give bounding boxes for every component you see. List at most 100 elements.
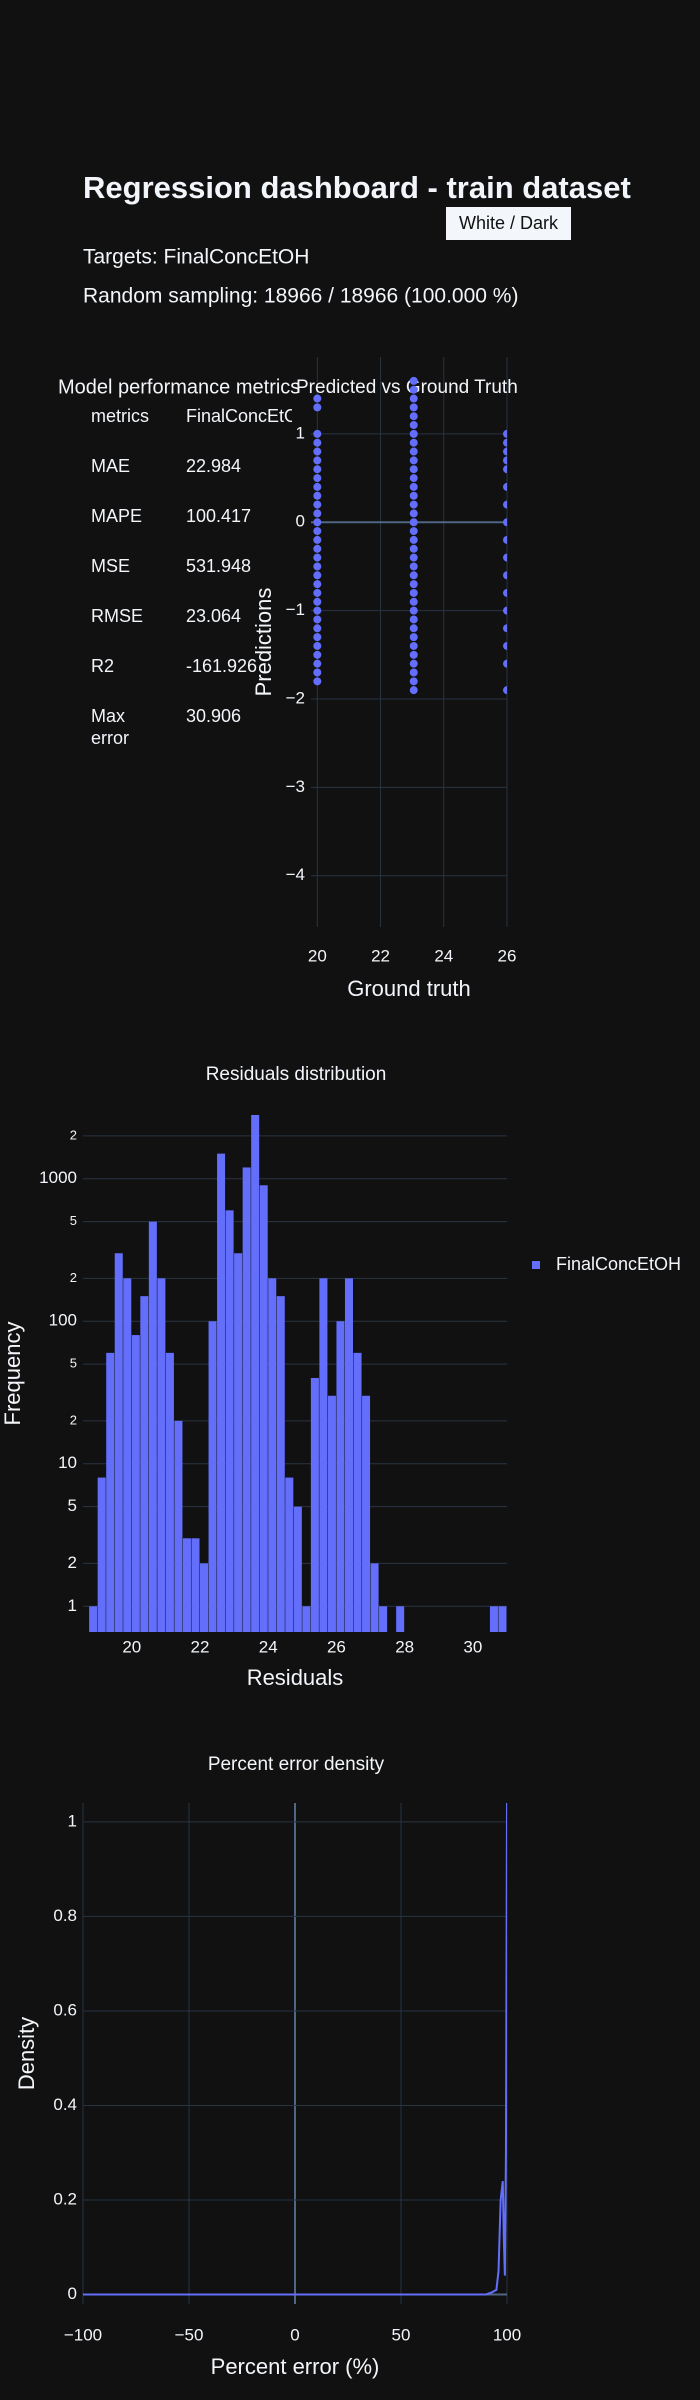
bar: [302, 1606, 311, 1632]
y-tick-label: 5: [68, 1496, 77, 1515]
bar: [489, 1606, 498, 1632]
point: [409, 474, 418, 483]
x-tick-label: −50: [175, 2325, 204, 2344]
point: [409, 482, 418, 491]
point: [313, 456, 322, 465]
point: [409, 597, 418, 606]
x-axis-title: Percent error (%): [211, 2354, 380, 2379]
bar: [182, 1538, 191, 1632]
x-tick-label: −100: [64, 2325, 102, 2344]
x-tick-label: 20: [122, 1637, 141, 1656]
bar: [285, 1477, 294, 1632]
bar: [310, 1377, 319, 1632]
point: [313, 597, 322, 606]
bar: [293, 1506, 302, 1632]
point: [503, 429, 507, 438]
point: [409, 686, 418, 695]
bar: [242, 1167, 251, 1632]
point: [409, 553, 418, 562]
bar: [123, 1278, 132, 1632]
point: [313, 394, 322, 403]
bar: [217, 1153, 226, 1632]
point: [313, 429, 322, 438]
point: [409, 571, 418, 580]
bar: [319, 1278, 328, 1632]
y-tick-label: 0.8: [53, 1906, 77, 1925]
point: [313, 553, 322, 562]
x-tick-label: 50: [392, 2325, 411, 2344]
point: [503, 438, 507, 447]
point: [409, 624, 418, 633]
x-tick-label: 24: [259, 1637, 278, 1656]
point: [503, 686, 507, 695]
point: [313, 447, 322, 456]
point: [409, 606, 418, 615]
bar: [140, 1296, 149, 1632]
bar: [97, 1477, 106, 1632]
point: [313, 588, 322, 597]
point: [313, 624, 322, 633]
y-tick-label: 2: [70, 1412, 77, 1427]
point: [409, 429, 418, 438]
x-tick-label: 26: [327, 1637, 346, 1656]
bar: [225, 1210, 234, 1632]
y-tick-label: −1: [286, 600, 305, 619]
point: [503, 641, 507, 650]
y-tick-label: 1000: [39, 1168, 77, 1187]
point: [313, 474, 322, 483]
point: [313, 535, 322, 544]
bar: [276, 1296, 285, 1632]
bar: [396, 1606, 405, 1632]
point: [503, 606, 507, 615]
point: [503, 624, 507, 633]
y-tick-label: 5: [70, 1356, 77, 1371]
metric-value: -161.926: [186, 656, 258, 676]
x-tick-label: 100: [493, 2325, 521, 2344]
point: [503, 456, 507, 465]
point: [503, 465, 507, 474]
point: [503, 518, 507, 527]
point: [313, 509, 322, 518]
bar: [379, 1606, 388, 1632]
bar: [327, 1395, 336, 1632]
x-tick-label: 0: [290, 2325, 299, 2344]
point: [313, 615, 322, 624]
y-tick-label: 1: [68, 1596, 77, 1615]
metric-name: MAE: [91, 456, 131, 476]
targets: Targets: FinalConcEtOH: [83, 246, 309, 269]
point: [409, 421, 418, 430]
point: [503, 588, 507, 597]
theme-button[interactable]: White / Dark: [446, 207, 571, 240]
bar: [114, 1253, 123, 1632]
table-title: Model performance metrics: [58, 376, 300, 398]
point: [409, 641, 418, 650]
bar: [165, 1352, 174, 1632]
chart-title: Percent error density: [208, 1754, 385, 1775]
point: [409, 659, 418, 668]
y-tick-label: 10: [58, 1453, 77, 1472]
metric-value: 30.906: [186, 706, 242, 726]
bar: [200, 1563, 209, 1632]
point: [409, 562, 418, 571]
y-tick-label: 0.4: [53, 2095, 77, 2114]
y-tick-label: 0.6: [53, 2000, 77, 2019]
plot-area: [313, 376, 507, 695]
point: [409, 580, 418, 589]
bar: [174, 1420, 183, 1632]
point: [409, 376, 418, 385]
legend-marker: [532, 1261, 540, 1269]
y-tick-label: 1: [296, 423, 305, 442]
y-tick-label: 2: [68, 1553, 77, 1572]
point: [313, 633, 322, 642]
y-tick-label: −2: [286, 688, 305, 707]
point: [409, 633, 418, 642]
metric-name: MSE: [91, 556, 131, 576]
x-tick-label: 30: [463, 1637, 482, 1656]
point: [409, 500, 418, 509]
point: [313, 527, 322, 536]
x-tick-label: 24: [434, 946, 453, 965]
bar: [131, 1335, 140, 1632]
point: [409, 650, 418, 659]
point: [313, 641, 322, 650]
